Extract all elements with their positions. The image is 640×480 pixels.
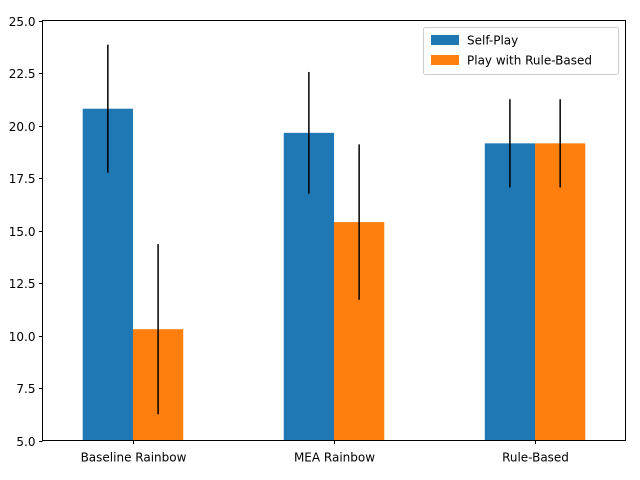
plot-frame <box>42 20 626 441</box>
y-tick-label: 17.5 <box>9 172 36 186</box>
legend-swatch-2 <box>431 55 459 65</box>
bar-series-1-2 <box>484 143 536 441</box>
x-tick-label: Baseline Rainbow <box>81 451 187 465</box>
y-tick-label: 12.5 <box>9 277 36 291</box>
bar-series-2-2 <box>535 143 586 441</box>
legend: Self-Play Play with Rule-Based <box>423 27 619 75</box>
y-tick-label: 22.5 <box>9 67 36 81</box>
legend-label-1: Self-Play <box>467 34 518 48</box>
error-bars-layer <box>107 44 561 415</box>
legend-box <box>423 27 619 75</box>
y-tick-label: 5.0 <box>16 435 35 449</box>
y-tick-label: 20.0 <box>9 120 36 134</box>
legend-swatch-1 <box>431 35 459 45</box>
x-tick-label: Rule-Based <box>502 451 569 465</box>
y-tick-label: 15.0 <box>9 225 36 239</box>
x-tick-label: MEA Rainbow <box>294 451 375 465</box>
y-tick-label: 25.0 <box>9 15 36 29</box>
legend-label-2: Play with Rule-Based <box>467 54 592 68</box>
y-tick-label: 7.5 <box>16 382 35 396</box>
y-tick-label: 10.0 <box>9 330 36 344</box>
y-axis: 5.0 7.5 10.0 12.5 15.0 17.5 20.0 22.5 25.0 <box>9 15 43 449</box>
x-axis: Baseline Rainbow MEA Rainbow Rule-Based <box>81 440 569 465</box>
